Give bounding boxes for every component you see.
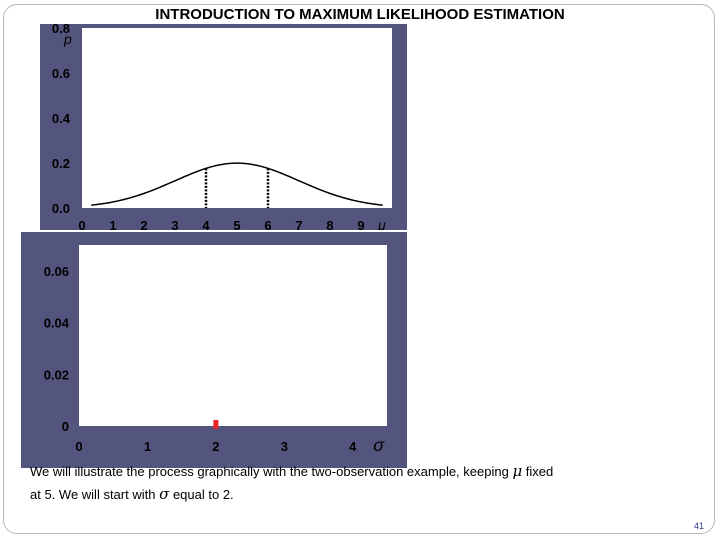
x-tick-label: 3 xyxy=(281,439,288,454)
density-curve xyxy=(91,162,383,206)
density-chart: 0.0 0.2 0.4 0.6 0.8 0 1 2 3 4 5 6 7 8 9 p μ xyxy=(52,21,392,233)
caption-text: fixed xyxy=(522,464,554,479)
y-axis-label: p xyxy=(63,31,72,47)
y-tick-label: 0.0 xyxy=(52,201,70,216)
x-tick-label: 4 xyxy=(349,439,357,454)
x-tick-label: 6 xyxy=(264,218,271,230)
y-tick-label: 0.04 xyxy=(44,316,70,331)
caption-line-2: at 5. We will start with σ equal to 2. xyxy=(30,483,700,506)
density-chart-panel: 0.0 0.2 0.4 0.6 0.8 0 1 2 3 4 5 6 7 8 9 p μ xyxy=(40,21,407,233)
slide-caption: We will illustrate the process graphical… xyxy=(30,460,700,506)
caption-text: equal to 2. xyxy=(169,487,234,502)
slide-title: INTRODUCTION TO MAXIMUM LIKELIHOOD ESTIM… xyxy=(155,6,565,23)
x-tick-label: 2 xyxy=(212,439,219,454)
x-tick-label: 2 xyxy=(140,218,147,230)
plot-area xyxy=(82,28,392,208)
y-tick-label: 0.6 xyxy=(52,66,70,81)
x-tick-label: 1 xyxy=(144,439,151,454)
caption-text: We will illustrate the process graphical… xyxy=(30,464,513,479)
x-axis-label: μ xyxy=(377,217,386,230)
data-point xyxy=(213,420,219,429)
likelihood-chart-panel: 0 0.02 0.04 0.06 0 1 2 3 4 σ xyxy=(21,232,407,468)
caption-line-1: We will illustrate the process graphical… xyxy=(30,460,700,483)
y-tick-label: 0.2 xyxy=(52,156,70,171)
y-tick-label: 0.4 xyxy=(52,111,71,126)
y-tick-label: 0.8 xyxy=(52,24,70,36)
sigma-symbol: σ xyxy=(159,485,170,503)
likelihood-chart: 0 0.02 0.04 0.06 0 1 2 3 4 σ xyxy=(44,245,387,455)
x-tick-label: 7 xyxy=(295,218,302,230)
x-tick-label: 4 xyxy=(202,218,210,230)
page-number: 41 xyxy=(693,521,704,531)
mu-symbol: μ xyxy=(512,462,523,480)
x-tick-label: 8 xyxy=(326,218,333,230)
y-tick-label: 0 xyxy=(62,419,69,434)
x-tick-label: 9 xyxy=(357,218,364,230)
y-tick-label: 0.06 xyxy=(44,264,69,279)
x-axis-label: σ xyxy=(373,435,385,455)
slide-frame xyxy=(3,4,715,534)
x-tick-label: 0 xyxy=(75,439,82,454)
plot-area xyxy=(79,245,387,426)
y-tick-label: 0.02 xyxy=(44,367,69,382)
x-tick-label: 3 xyxy=(171,218,178,230)
x-tick-label: 0 xyxy=(78,218,85,230)
x-tick-label: 5 xyxy=(233,218,240,230)
caption-text: at 5. We will start with xyxy=(30,487,160,502)
x-tick-label: 1 xyxy=(109,218,116,230)
